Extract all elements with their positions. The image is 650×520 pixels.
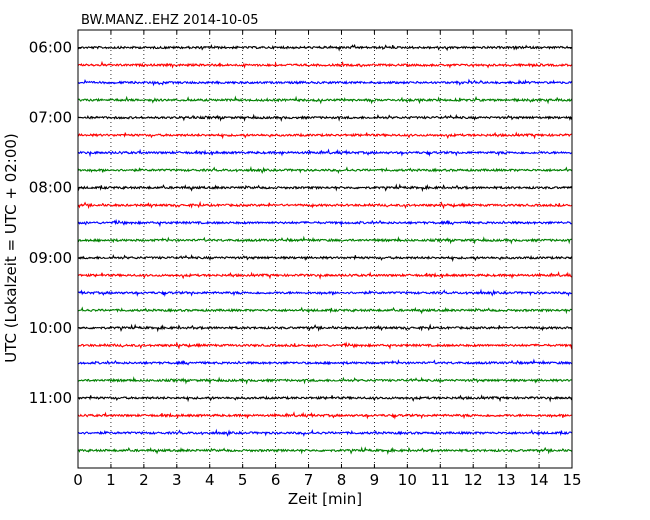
x-tick-label: 1 (106, 471, 116, 489)
chart-title: BW.MANZ..EHZ 2014-10-05 (81, 13, 259, 28)
trace-0800 (77, 183, 573, 193)
trace-0845 (77, 235, 573, 245)
trace-1045 (77, 376, 573, 385)
trace-0915 (77, 270, 573, 280)
x-tick-label: 2 (139, 471, 149, 489)
trace-1000 (77, 323, 573, 333)
x-tick-label: 6 (271, 471, 281, 489)
y-tick-label: 09:00 (29, 249, 72, 267)
x-axis: 0 1 2 3 4 5 6 7 8 9 10 11 12 13 14 15 (73, 30, 582, 489)
x-axis-label: Zeit [min] (288, 490, 362, 508)
trace-1015 (77, 341, 573, 350)
x-tick-label: 14 (530, 471, 549, 489)
trace-0700 (77, 113, 573, 122)
x-tick-label: 5 (238, 471, 248, 489)
y-tick-label: 10:00 (29, 319, 72, 337)
plot-area (77, 30, 573, 468)
trace-1100 (77, 394, 573, 403)
x-tick-label: 15 (562, 471, 581, 489)
trace-0900 (77, 254, 573, 263)
y-tick-label: 11:00 (29, 389, 72, 407)
x-tick-label: 10 (398, 471, 417, 489)
trace-0615 (77, 60, 573, 69)
x-tick-label: 0 (73, 471, 83, 489)
x-tick-label: 7 (304, 471, 314, 489)
trace-0830 (77, 218, 573, 228)
trace-1030 (77, 358, 573, 366)
trace-0630 (77, 78, 573, 87)
x-tick-label: 8 (337, 471, 347, 489)
x-tick-label: 11 (431, 471, 450, 489)
x-tick-label: 9 (370, 471, 380, 489)
trace-1130 (77, 428, 573, 437)
trace-0600 (77, 43, 573, 52)
y-axis: 06:00 07:00 08:00 09:00 10:00 11:00 (29, 39, 572, 407)
trace-0815 (77, 200, 573, 210)
trace-1145 (77, 446, 573, 455)
x-tick-label: 3 (172, 471, 182, 489)
trace-0715 (77, 131, 573, 140)
y-axis-label: UTC (Lokalzeit = UTC + 02:00) (2, 133, 20, 363)
x-tick-label: 4 (205, 471, 215, 489)
trace-0645 (77, 95, 573, 105)
y-tick-label: 06:00 (29, 39, 72, 57)
x-tick-label: 12 (464, 471, 483, 489)
trace-0745 (77, 165, 573, 175)
trace-1115 (77, 411, 573, 420)
trace-0945 (77, 306, 573, 315)
plot-frame (77, 29, 573, 469)
trace-0930 (77, 288, 573, 298)
x-tick-label: 13 (497, 471, 516, 489)
y-tick-label: 07:00 (29, 109, 72, 127)
y-tick-label: 08:00 (29, 179, 72, 197)
trace-0730 (77, 148, 573, 158)
